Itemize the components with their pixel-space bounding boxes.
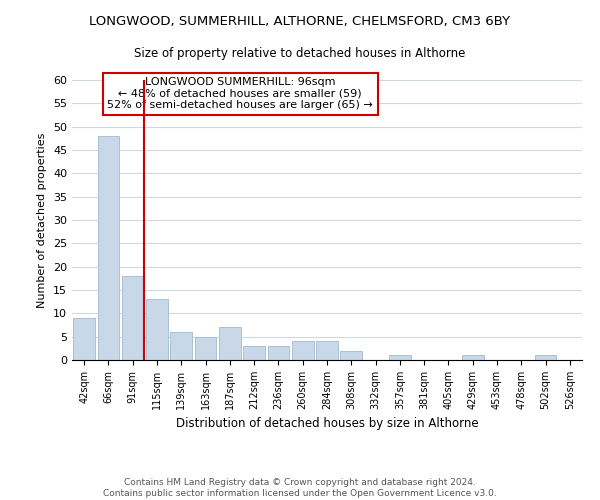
Text: Size of property relative to detached houses in Althorne: Size of property relative to detached ho… — [134, 48, 466, 60]
Text: Contains HM Land Registry data © Crown copyright and database right 2024.
Contai: Contains HM Land Registry data © Crown c… — [103, 478, 497, 498]
Bar — [292, 342, 314, 360]
X-axis label: Distribution of detached houses by size in Althorne: Distribution of detached houses by size … — [176, 418, 478, 430]
Bar — [268, 346, 289, 360]
Bar — [146, 300, 168, 360]
Bar — [535, 356, 556, 360]
Bar — [389, 356, 411, 360]
Bar — [73, 318, 95, 360]
Y-axis label: Number of detached properties: Number of detached properties — [37, 132, 47, 308]
Bar — [243, 346, 265, 360]
Text: LONGWOOD SUMMERHILL: 96sqm
← 48% of detached houses are smaller (59)
52% of semi: LONGWOOD SUMMERHILL: 96sqm ← 48% of deta… — [107, 77, 373, 110]
Bar — [219, 328, 241, 360]
Bar — [170, 332, 192, 360]
Bar — [316, 342, 338, 360]
Bar — [340, 350, 362, 360]
Bar — [462, 356, 484, 360]
Text: LONGWOOD, SUMMERHILL, ALTHORNE, CHELMSFORD, CM3 6BY: LONGWOOD, SUMMERHILL, ALTHORNE, CHELMSFO… — [89, 15, 511, 28]
Bar — [194, 336, 217, 360]
Bar — [97, 136, 119, 360]
Bar — [122, 276, 143, 360]
